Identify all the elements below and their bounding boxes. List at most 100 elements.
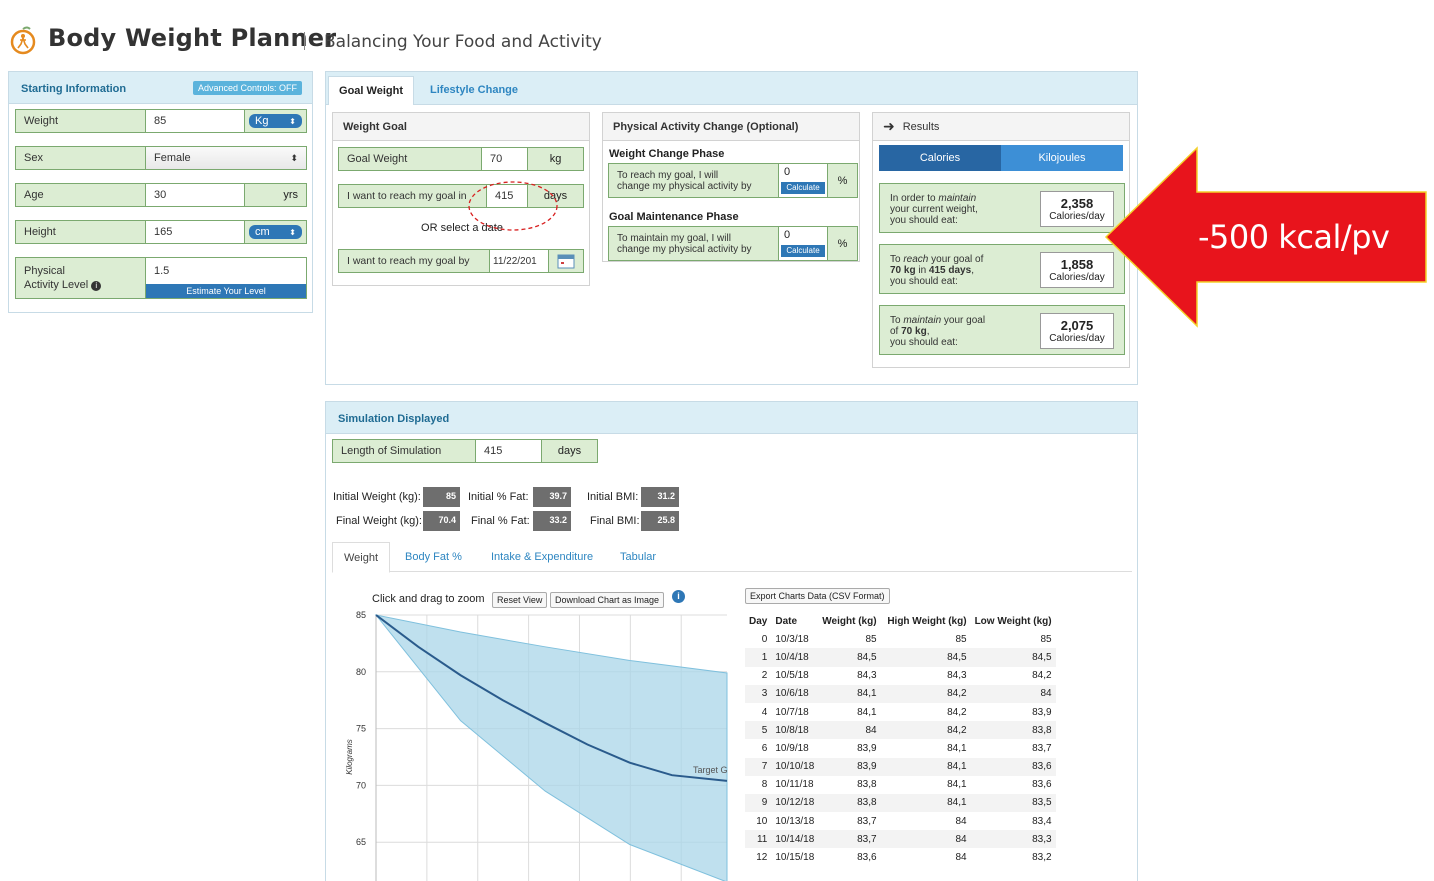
table-cell: 10/13/18 bbox=[775, 815, 815, 827]
box3-value: 2,075 bbox=[1060, 318, 1094, 333]
calculate-button[interactable]: Calculate bbox=[781, 182, 825, 194]
table-cell: 12 bbox=[756, 852, 768, 864]
tab-calories[interactable]: Calories bbox=[879, 145, 1001, 171]
apple-logo-icon bbox=[10, 26, 36, 55]
simulation-length-input[interactable]: 415 bbox=[476, 440, 541, 462]
table-row: 3 10/6/18 84,1 84,2 84 bbox=[745, 684, 1056, 703]
phase1-line2: change my physical activity by bbox=[617, 180, 752, 192]
tab-lifestyle-change[interactable]: Lifestyle Change bbox=[430, 84, 519, 96]
table-header-cell[interactable]: Day bbox=[749, 615, 768, 627]
box3-text-f: , bbox=[926, 326, 930, 337]
box1-unit: Calories/day bbox=[1049, 211, 1105, 222]
table-cell: 11 bbox=[745, 830, 772, 849]
weight-change-activity-input[interactable]: 0 bbox=[784, 166, 791, 178]
sex-select[interactable]: Female ⬍ bbox=[146, 147, 306, 169]
box2-text-d: 70 kg bbox=[890, 265, 916, 276]
reach-in-label: I want to reach my goal in bbox=[339, 185, 487, 207]
weight-goal-panel: Weight Goal Goal Weight 70 kg I want to … bbox=[332, 112, 590, 286]
goal-weight-input[interactable]: 70 bbox=[482, 148, 527, 170]
initial-bmi-value: 31.2 bbox=[641, 487, 679, 507]
tab-weight[interactable]: Weight bbox=[332, 542, 390, 573]
table-row: 7 10/10/18 83,9 84,1 83,6 bbox=[745, 757, 1056, 776]
box2-text-f: 415 days bbox=[928, 265, 972, 276]
simulation-length-field: Length of Simulation 415 days bbox=[332, 439, 598, 463]
download-chart-button[interactable]: Download Chart as Image bbox=[550, 592, 665, 608]
info-icon[interactable]: i bbox=[91, 281, 102, 291]
tab-tabular[interactable]: Tabular bbox=[620, 551, 657, 563]
weight-unit-value: Kg bbox=[255, 115, 269, 127]
table-cell: 83,6 bbox=[1032, 779, 1052, 791]
starting-information-panel: Starting Information Advanced Controls: … bbox=[8, 71, 313, 313]
tab-goal-weight[interactable]: Goal Weight bbox=[328, 76, 414, 105]
calendar-button[interactable] bbox=[548, 250, 583, 272]
table-cell: 10/7/18 bbox=[775, 706, 809, 718]
table-row: 6 10/9/18 83,9 84,1 83,7 bbox=[745, 739, 1056, 757]
table-row: 10 10/13/18 83,7 84 83,4 bbox=[745, 812, 1056, 830]
activity-label-line2: Activity Level i bbox=[24, 278, 102, 292]
weight-chart[interactable]: 85 80 75 70 65 Kilograms Target G bbox=[336, 607, 731, 881]
table-cell: 83,7 bbox=[818, 830, 881, 849]
arrow-right-icon: ➜ bbox=[883, 118, 895, 134]
activity-level-input[interactable]: 1.5 bbox=[146, 258, 306, 284]
table-cell: 84 bbox=[818, 721, 881, 740]
starting-information-title: Starting Information bbox=[21, 83, 127, 95]
table-cell: 10/5/18 bbox=[775, 670, 809, 682]
export-csv-button[interactable]: Export Charts Data (CSV Format) bbox=[745, 588, 890, 604]
table-header-cell[interactable]: Weight (kg) bbox=[822, 615, 877, 627]
table-header-cell[interactable]: Date bbox=[775, 615, 798, 627]
zoom-hint: Click and drag to zoom bbox=[372, 593, 485, 605]
target-goal-label: Target G bbox=[693, 765, 728, 775]
height-unit-select[interactable]: cm ⬍ bbox=[249, 225, 302, 239]
reach-in-input[interactable]: 415 bbox=[487, 185, 527, 207]
table-row: 4 10/7/18 84,1 84,2 83,9 bbox=[745, 703, 1056, 721]
app-subtitle: Balancing Your Food and Activity bbox=[324, 32, 602, 52]
weight-unit-select[interactable]: Kg ⬍ bbox=[249, 114, 302, 128]
table-cell: 84,5 bbox=[818, 648, 881, 667]
result-reach-goal-value: 1,858 Calories/day bbox=[1040, 252, 1114, 288]
percent-unit: % bbox=[827, 227, 857, 260]
table-cell: 10 bbox=[756, 815, 768, 827]
table-cell: 10/14/18 bbox=[771, 830, 819, 849]
table-cell: 10/8/18 bbox=[771, 721, 819, 740]
table-cell: 2 bbox=[761, 670, 768, 682]
weight-change-activity-label: To reach my goal, I will change my physi… bbox=[609, 164, 779, 197]
table-header-cell[interactable]: Low Weight (kg) bbox=[974, 615, 1052, 627]
activity-label-line1: Physical bbox=[24, 265, 65, 277]
goal-maintenance-activity-input[interactable]: 0 bbox=[784, 229, 791, 241]
goal-panel: Goal Weight Lifestyle Change Weight Goal… bbox=[325, 71, 1138, 385]
y-tick-label: 75 bbox=[356, 724, 366, 734]
age-input[interactable]: 30 bbox=[146, 184, 244, 206]
tab-kilojoules[interactable]: Kilojoules bbox=[1001, 145, 1123, 171]
tab-body-fat[interactable]: Body Fat % bbox=[405, 551, 462, 563]
table-cell: 8 bbox=[761, 779, 768, 791]
y-tick-label: 85 bbox=[356, 610, 366, 620]
results-header: ➜ Results bbox=[873, 113, 1129, 141]
weight-input[interactable]: 85 bbox=[146, 110, 244, 132]
table-cell: 0 bbox=[761, 633, 768, 645]
height-input[interactable]: 165 bbox=[146, 221, 244, 243]
initial-fat-value: 39.7 bbox=[533, 487, 571, 507]
box3-text-d: of bbox=[890, 326, 902, 337]
estimate-level-button[interactable]: Estimate Your Level bbox=[146, 284, 306, 298]
percent-unit: % bbox=[827, 164, 857, 197]
info-icon[interactable]: i bbox=[672, 590, 685, 603]
goal-maintenance-activity-label: To maintain my goal, I will change my ph… bbox=[609, 227, 779, 260]
reach-by-date-input[interactable]: 11/22/201 bbox=[490, 250, 548, 272]
tab-intake-expenditure[interactable]: Intake & Expenditure bbox=[491, 551, 594, 563]
table-cell: 84,1 bbox=[857, 706, 877, 718]
table-header-cell[interactable]: High Weight (kg) bbox=[887, 615, 967, 627]
reset-view-button[interactable]: Reset View bbox=[492, 592, 548, 608]
table-cell: 10/10/18 bbox=[771, 757, 819, 776]
table-cell: 10/11/18 bbox=[775, 779, 814, 791]
table-cell: 84,2 bbox=[880, 721, 971, 740]
weight-field: Weight 85 Kg ⬍ bbox=[15, 109, 307, 133]
table-cell: 84,1 bbox=[880, 757, 971, 776]
table-row: 5 10/8/18 84 84,2 83,8 bbox=[745, 721, 1056, 740]
final-fat-label: Final % Fat: bbox=[471, 515, 530, 527]
advanced-controls-toggle[interactable]: Advanced Controls: OFF bbox=[192, 81, 302, 95]
reach-by-label: I want to reach my goal by bbox=[339, 250, 490, 272]
table-cell: 84 bbox=[955, 815, 967, 827]
y-tick-label: 65 bbox=[356, 837, 366, 847]
calculate-button[interactable]: Calculate bbox=[781, 245, 825, 257]
initial-weight-value: 85 bbox=[423, 487, 460, 507]
